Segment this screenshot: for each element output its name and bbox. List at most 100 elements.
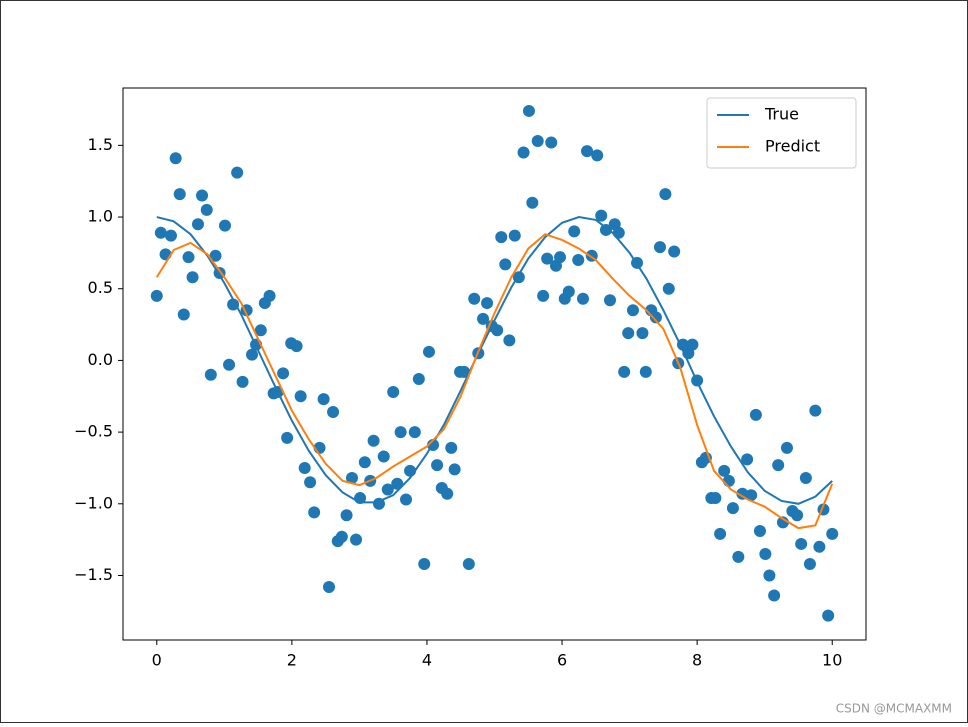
scatter-point — [177, 308, 190, 321]
x-tick-label: 6 — [557, 651, 567, 670]
scatter-point — [659, 188, 672, 201]
scatter-point — [803, 558, 816, 571]
scatter-point — [294, 390, 307, 403]
scatter-point — [626, 304, 639, 317]
scatter-point — [612, 226, 625, 239]
scatter-point — [441, 487, 454, 500]
scatter-point — [317, 393, 330, 406]
y-tick-label: −1.0 — [74, 493, 113, 512]
scatter-point — [323, 580, 336, 593]
scatter-point — [431, 459, 444, 472]
scatter-point — [686, 338, 699, 351]
scatter-point — [554, 251, 567, 264]
y-tick-label: 1.0 — [88, 207, 113, 226]
scatter-point — [795, 537, 808, 550]
scatter-point — [418, 558, 431, 571]
scatter-point — [732, 550, 745, 563]
scatter-point — [676, 338, 689, 351]
scatter-point — [377, 450, 390, 463]
scatter-point — [164, 229, 177, 242]
scatter-point — [412, 373, 425, 386]
scatter-point — [618, 365, 631, 378]
scatter-point — [400, 493, 413, 506]
scatter-point — [394, 426, 407, 439]
scatter-point — [591, 149, 604, 162]
scatter-point — [745, 489, 758, 502]
scatter-point — [576, 292, 589, 305]
scatter-point — [668, 245, 681, 258]
scatter-point — [223, 358, 236, 371]
x-tick-label: 10 — [822, 651, 842, 670]
scatter-point — [367, 434, 380, 447]
scatter-point — [714, 527, 727, 540]
scatter-point — [649, 311, 662, 324]
scatter-point — [718, 464, 731, 477]
scatter-point — [595, 209, 608, 222]
scatter-point — [277, 367, 290, 380]
scatter-point — [639, 365, 652, 378]
scatter-point — [604, 294, 617, 307]
scatter-point — [622, 327, 635, 340]
scatter-point — [599, 223, 612, 236]
scatter-point — [186, 271, 199, 284]
x-tick-label: 0 — [152, 651, 162, 670]
scatter-point — [522, 104, 535, 117]
scatter-point — [422, 345, 435, 358]
scatter-point — [182, 251, 195, 264]
scatter-point — [491, 324, 504, 337]
scatter-point — [218, 219, 231, 232]
scatter-point — [799, 471, 812, 484]
legend-label: True — [764, 105, 799, 124]
scatter-point — [749, 408, 762, 421]
scatter-point — [662, 282, 675, 295]
y-tick-label: 0.0 — [88, 350, 113, 369]
scatter-point — [227, 298, 240, 311]
scatter-point — [150, 289, 163, 302]
scatter-point — [776, 516, 789, 529]
scatter-point — [526, 196, 539, 209]
scatter-point — [726, 502, 739, 515]
scatter-point — [537, 289, 550, 302]
scatter-point — [722, 474, 735, 487]
scatter-point — [780, 441, 793, 454]
scatter-point — [545, 136, 558, 149]
x-tick-label: 2 — [287, 651, 297, 670]
scatter-point — [308, 506, 321, 519]
scatter-point — [173, 188, 186, 201]
scatter-point — [753, 525, 766, 538]
scatter-point — [335, 530, 348, 543]
line-series — [155, 233, 834, 530]
scatter-point — [290, 340, 303, 353]
scatter-point — [763, 569, 776, 582]
scatter-point — [768, 589, 781, 602]
scatter-point — [200, 203, 213, 216]
scatter-point — [196, 189, 209, 202]
scatter-point — [263, 289, 276, 302]
scatter-point — [759, 547, 772, 560]
scatter-point — [327, 406, 340, 419]
plot-area — [150, 104, 839, 622]
scatter-point — [159, 248, 172, 261]
scatter-point — [741, 453, 754, 466]
y-tick-label: −1.5 — [74, 565, 113, 584]
line-series — [156, 216, 833, 505]
scatter-point — [709, 492, 722, 505]
scatter-point — [350, 533, 363, 546]
scatter-point — [822, 609, 835, 622]
scatter-point — [531, 135, 544, 148]
scatter-point — [236, 375, 249, 388]
scatter-point — [154, 226, 167, 239]
scatter-point — [468, 292, 481, 305]
scatter-point — [298, 461, 311, 474]
scatter-point — [448, 463, 461, 476]
scatter-point — [204, 368, 217, 381]
scatter-point — [345, 471, 358, 484]
scatter-point — [508, 229, 521, 242]
scatter-point — [254, 324, 267, 337]
scatter-point — [304, 476, 317, 489]
y-tick-label: 1.5 — [88, 135, 113, 154]
scatter-point — [809, 404, 822, 417]
scatter-point — [517, 146, 530, 159]
